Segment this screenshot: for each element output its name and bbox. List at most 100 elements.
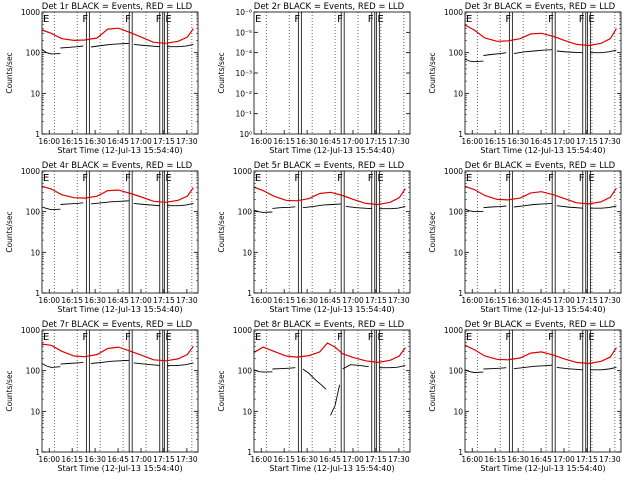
x-tick-label: 17:15 bbox=[576, 296, 598, 305]
x-tick-label: 16:30 bbox=[296, 296, 318, 305]
panel-title: Det 4r BLACK = Events, RED = LLD bbox=[42, 161, 193, 171]
events-series bbox=[590, 205, 617, 209]
x-tick-label: 16:45 bbox=[530, 455, 552, 464]
lld-series bbox=[253, 186, 406, 206]
marker-label-e: E bbox=[255, 14, 261, 25]
y-tick-label: 100 bbox=[26, 367, 41, 376]
events-series bbox=[302, 203, 342, 209]
panel-title: Det 1r BLACK = Events, RED = LLD bbox=[42, 2, 193, 12]
x-tick-label: 17:00 bbox=[553, 455, 575, 464]
plot-frame bbox=[464, 11, 622, 135]
x-tick-label: 16:00 bbox=[250, 455, 272, 464]
x-tick-label: 16:45 bbox=[107, 137, 129, 146]
events-series bbox=[272, 206, 296, 209]
x-tick-label: 16:45 bbox=[107, 455, 129, 464]
x-axis-label: Start Time (12-Jul-13 15:54:40) bbox=[57, 464, 182, 473]
x-axis-label: Start Time (12-Jul-13 15:54:40) bbox=[480, 464, 605, 473]
marker-label-e: E bbox=[466, 173, 472, 184]
marker-label-f: F bbox=[368, 332, 374, 343]
x-tick-label: 17:00 bbox=[130, 455, 152, 464]
y-axis-label: Counts/sec bbox=[217, 370, 226, 411]
events-series bbox=[253, 209, 273, 213]
y-tick-label: 10⁰ bbox=[239, 130, 252, 139]
y-tick-label: 10⁻⁴ bbox=[235, 49, 252, 58]
marker-label-e: E bbox=[255, 332, 261, 343]
marker-label-f: F bbox=[505, 14, 511, 25]
x-tick-label: 16:15 bbox=[61, 296, 83, 305]
x-tick-label: 17:15 bbox=[365, 137, 387, 146]
y-tick-label: 10 bbox=[242, 407, 252, 416]
lld-series bbox=[464, 344, 617, 365]
lld-series bbox=[253, 342, 406, 364]
marker-label-f: F bbox=[156, 173, 162, 184]
x-tick-label: 16:45 bbox=[319, 455, 341, 464]
events-series bbox=[464, 369, 484, 373]
y-tick-label: 1000 bbox=[21, 167, 40, 176]
x-axis-label: Start Time (12-Jul-13 15:54:40) bbox=[269, 464, 394, 473]
x-axis-label: Start Time (12-Jul-13 15:54:40) bbox=[269, 305, 394, 314]
x-tick-label: 16:00 bbox=[250, 296, 272, 305]
y-tick-label: 1000 bbox=[233, 167, 252, 176]
lld-series bbox=[41, 343, 194, 362]
x-tick-label: 16:30 bbox=[84, 455, 106, 464]
y-tick-label: 100 bbox=[238, 208, 253, 217]
lld-series bbox=[41, 27, 194, 44]
x-tick-label: 16:30 bbox=[507, 455, 529, 464]
panel-title: Det 7r BLACK = Events, RED = LLD bbox=[42, 320, 193, 330]
x-tick-label: 16:30 bbox=[84, 296, 106, 305]
panel-title: Det 2r BLACK = Events, RED = LLD bbox=[254, 2, 405, 12]
x-tick-label: 17:15 bbox=[153, 455, 175, 464]
plot-frame bbox=[464, 170, 622, 294]
marker-label-e: E bbox=[377, 173, 383, 184]
y-tick-label: 1 bbox=[35, 289, 40, 298]
lld-series bbox=[464, 24, 617, 47]
events-series bbox=[513, 49, 553, 55]
marker-label-e: E bbox=[165, 173, 171, 184]
x-tick-label: 16:15 bbox=[61, 137, 83, 146]
x-tick-label: 16:30 bbox=[507, 137, 529, 146]
x-tick-label: 16:00 bbox=[38, 455, 60, 464]
x-tick-label: 17:30 bbox=[176, 455, 198, 464]
events-series bbox=[90, 200, 130, 205]
x-tick-label: 16:15 bbox=[273, 137, 295, 146]
events-series bbox=[556, 366, 583, 371]
marker-label-f: F bbox=[294, 173, 300, 184]
panel-title: Det 3r BLACK = Events, RED = LLD bbox=[465, 2, 616, 12]
marker-label-e: E bbox=[43, 14, 49, 25]
events-series bbox=[483, 52, 507, 56]
x-tick-label: 16:30 bbox=[507, 296, 529, 305]
x-tick-label: 17:15 bbox=[153, 137, 175, 146]
events-series bbox=[483, 367, 507, 370]
plot-frame bbox=[253, 170, 411, 294]
x-tick-label: 16:00 bbox=[461, 296, 483, 305]
x-tick-label: 17:30 bbox=[388, 455, 410, 464]
plot-frame bbox=[253, 11, 411, 135]
y-tick-label: 100 bbox=[449, 208, 464, 217]
x-tick-label: 17:15 bbox=[365, 455, 387, 464]
x-tick-label: 16:45 bbox=[530, 296, 552, 305]
events-series bbox=[41, 49, 61, 55]
events-series bbox=[167, 202, 194, 207]
marker-label-f: F bbox=[548, 173, 554, 184]
events-series bbox=[513, 364, 553, 370]
plot-frame bbox=[41, 329, 199, 453]
events-series bbox=[464, 58, 484, 63]
x-tick-label: 17:30 bbox=[176, 137, 198, 146]
events-series bbox=[60, 202, 84, 205]
marker-label-e: E bbox=[377, 332, 383, 343]
marker-label-f: F bbox=[579, 14, 585, 25]
y-axis-label: Counts/sec bbox=[428, 52, 437, 93]
y-tick-label: 100 bbox=[238, 367, 253, 376]
events-series bbox=[302, 368, 327, 390]
plot-frame bbox=[41, 170, 199, 294]
x-tick-label: 16:15 bbox=[484, 296, 506, 305]
marker-label-f: F bbox=[368, 173, 374, 184]
x-tick-label: 16:15 bbox=[61, 455, 83, 464]
marker-label-f: F bbox=[579, 332, 585, 343]
marker-label-e: E bbox=[255, 173, 261, 184]
x-tick-label: 16:15 bbox=[273, 455, 295, 464]
marker-label-f: F bbox=[579, 173, 585, 184]
x-axis-label: Start Time (12-Jul-13 15:54:40) bbox=[480, 146, 605, 155]
